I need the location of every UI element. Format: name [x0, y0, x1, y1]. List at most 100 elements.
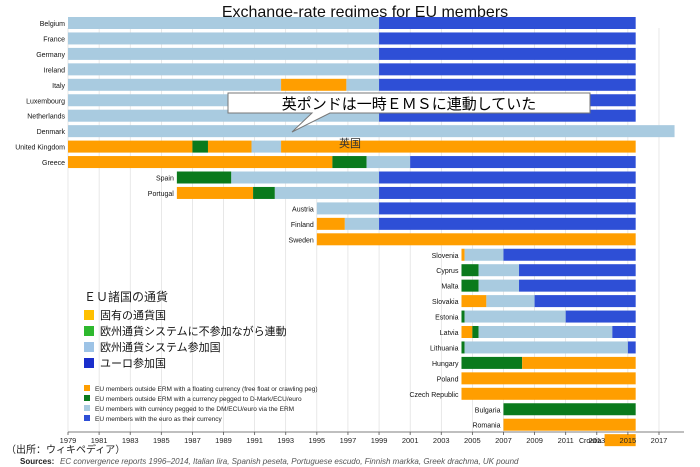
callout-bubble	[227, 92, 591, 133]
bar-segment-greece-erm	[366, 156, 411, 169]
bar-segment-slovakia-float	[461, 295, 487, 308]
bar-segment-czech-republic-float	[461, 387, 636, 400]
bar-segment-france-euro	[379, 32, 636, 45]
x-tick-label: 1993	[277, 436, 294, 445]
sources-label: Sources:	[20, 457, 54, 466]
bar-segment-estonia-erm	[464, 310, 566, 323]
x-axis: 1979 1981 1983 1985 1987 1989 1991 1993 1995 1997…	[60, 431, 684, 445]
bar-segment-lithuania-erm	[464, 341, 628, 354]
en-legend-swatch	[84, 415, 90, 421]
bar-segment-greece-euro	[410, 156, 636, 169]
en-legend-label: EU members outside ERM with a floating c…	[95, 386, 318, 393]
bar-segment-latvia-euro	[612, 326, 636, 338]
bar-segment-poland-float	[461, 372, 636, 385]
bar-segment-estonia-euro	[565, 310, 636, 323]
row-label: Germany	[36, 52, 65, 59]
callout-text: 英ポンドは一時ＥＭＳに連動していた	[282, 95, 537, 113]
x-tick-label: 1987	[184, 436, 201, 445]
bar-segment-austria-euro	[379, 202, 636, 215]
bar-segment-united-kingdom-float	[207, 140, 252, 153]
bar-segment-romania-float	[503, 418, 636, 431]
bar-segment-greece-peg_outside	[332, 156, 367, 169]
bar-segment-latvia-peg_outside	[472, 326, 479, 338]
bar-segment-malta-peg_outside	[461, 279, 479, 292]
bar-segment-italy-erm	[68, 78, 282, 91]
row-label: Hungary	[432, 361, 459, 368]
en-legend-label: EU members outside ERM with a currency p…	[95, 396, 302, 403]
bar-segment-austria-erm	[316, 202, 380, 215]
bar-segment-portugal-float	[176, 186, 254, 199]
chart-title: Exchange-rate regimes for EU members	[222, 4, 508, 21]
row-label: Luxembourg	[26, 98, 65, 105]
bar-segment-italy-float	[281, 78, 347, 91]
callout-annotation: 英ポンドは一時ＥＭＳに連動していた	[227, 92, 591, 133]
bar-segment-spain-euro	[379, 171, 636, 184]
row-label: Austria	[292, 206, 314, 213]
bar-segment-germany-erm	[68, 47, 380, 60]
source-jp: （出所：ウィキペディア）	[6, 443, 125, 456]
bar-segment-greece-float	[68, 156, 333, 169]
x-tick-label: 2007	[495, 436, 512, 445]
row-label: Portugal	[148, 191, 175, 198]
row-label: Denmark	[37, 129, 66, 136]
en-legend-swatch	[84, 405, 90, 411]
jp-legend-swatch	[84, 358, 94, 368]
bar-segment-portugal-peg_outside	[253, 186, 275, 199]
x-tick-label: 1999	[371, 436, 388, 445]
bar-segment-slovenia-float	[461, 248, 465, 261]
en-legend-swatch	[84, 395, 90, 401]
x-tick-label: 1983	[122, 436, 139, 445]
bar-segment-portugal-euro	[379, 186, 636, 199]
bar-segment-hungary-peg_outside	[461, 356, 523, 369]
x-tick-label: 2011	[558, 436, 574, 445]
row-label: France	[43, 36, 65, 43]
row-label: Ireland	[44, 67, 66, 74]
bar-segment-finland-erm	[344, 217, 380, 230]
row-label: Belgium	[40, 21, 65, 28]
bar-segment-slovakia-euro	[534, 295, 636, 308]
bar-segment-estonia-peg_outside	[461, 310, 465, 323]
x-tick-label: 2005	[464, 436, 481, 445]
bar-segment-denmark-erm	[68, 125, 675, 138]
bar-segment-germany-euro	[379, 47, 636, 60]
bar-segment-lithuania-euro	[627, 341, 636, 354]
row-label: Croatia	[579, 438, 602, 445]
bar-segment-spain-erm	[231, 171, 380, 184]
row-label: Bulgaria	[475, 407, 501, 414]
x-tick-label: 2009	[526, 436, 543, 445]
en-legend-label: EU members with currency pegged to the D…	[95, 406, 294, 413]
bar-segment-slovenia-erm	[464, 248, 504, 261]
bar-segment-italy-euro	[379, 78, 636, 91]
x-tick-label: 1997	[340, 436, 357, 445]
row-label: Netherlands	[27, 114, 65, 121]
jp-legend-label: ユーロ参加国	[100, 356, 166, 370]
bar-segment-lithuania-peg_outside	[461, 341, 465, 354]
en-legend-swatch	[84, 385, 90, 391]
x-tick-label: 1985	[153, 436, 170, 445]
bar-segment-croatia-float	[604, 434, 636, 447]
row-label: Czech Republic	[409, 392, 459, 399]
row-label: United Kingdom	[15, 145, 65, 152]
row-label: Finland	[291, 222, 314, 229]
bar-segment-belgium-erm	[68, 17, 380, 29]
bar-segment-belgium-euro	[379, 17, 636, 29]
x-tick-label: 1979	[60, 436, 77, 445]
jp-legend-swatch	[84, 326, 94, 336]
row-labels-layer: Belgium France Germany Ireland Italy Luxembou…	[15, 21, 601, 445]
jp-legend-label: 欧州通貨システムに不参加ながら連動	[100, 324, 287, 338]
jp-legend-swatch	[84, 342, 94, 352]
row-label: Romania	[472, 423, 500, 430]
x-tick-label: 1991	[246, 436, 263, 445]
en-legend-label: EU members with the euro as their curren…	[95, 416, 223, 423]
bar-segment-malta-euro	[519, 279, 636, 292]
bar-segment-hungary-float	[522, 356, 636, 369]
x-tick-label: 1989	[215, 436, 232, 445]
bar-segment-united-kingdom-float	[281, 140, 636, 153]
bar-segment-malta-erm	[478, 279, 520, 292]
jp-legend-swatch	[84, 310, 94, 320]
row-label: Lithuania	[430, 345, 459, 352]
row-label: Spain	[156, 176, 174, 183]
bar-segment-portugal-erm	[274, 186, 380, 199]
